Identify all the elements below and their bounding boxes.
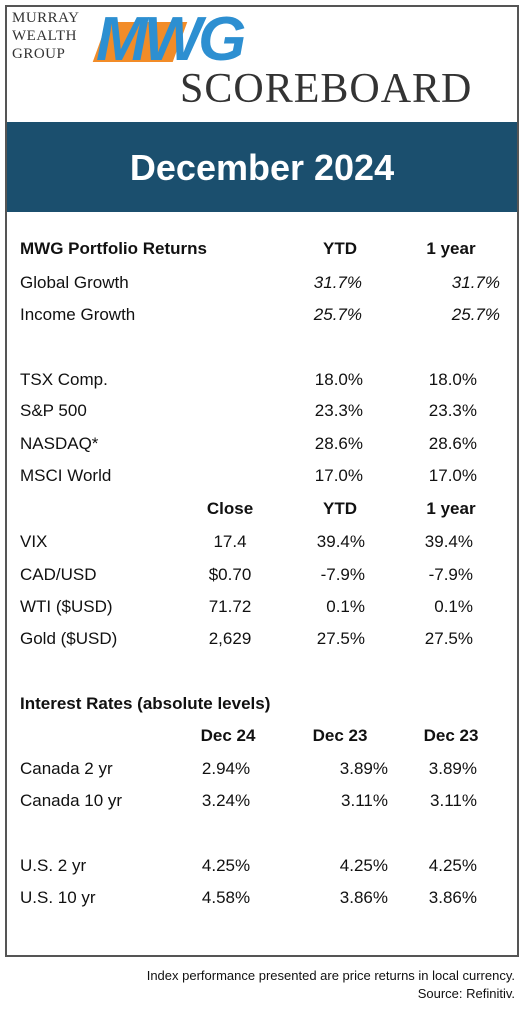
row-label: Canada 2 yr [20,759,113,778]
cell: 4.25% [201,856,251,875]
row-label: Canada 10 yr [20,791,123,810]
row-label: MSCI World [20,466,112,485]
row-label: WTI ($USD) [20,597,113,616]
title: SCOREBOARD [180,66,473,112]
cell: 25.7% [313,305,362,324]
cell: 31.7% [313,273,362,292]
cell: 0.1% [326,597,365,616]
row-label: U.S. 10 yr [20,888,96,907]
cell: 17.0% [428,466,477,485]
row-label: Global Growth [20,273,129,292]
section-heading: MWG Portfolio Returns [20,239,207,258]
banner: December 2024 [7,122,517,212]
cell: 27.5% [424,629,473,648]
row-label: S&P 500 [20,401,87,420]
banner-text: December 2024 [129,147,395,188]
column-header: Dec 23 [423,726,479,745]
company-name: GROUP [12,46,66,62]
row-label: NASDAQ* [20,434,99,453]
logo: MWG [96,5,246,74]
cell: 17.0% [314,466,363,485]
cell: 31.7% [451,273,500,292]
cell: 4.25% [428,856,477,875]
cell: 3.11% [430,791,477,810]
column-header: 1 year [426,499,476,518]
column-header: YTD [323,499,357,518]
cell: -7.9% [320,565,365,584]
cell: 2.94% [201,759,251,778]
cell: 3.89% [428,759,477,778]
cell: -7.9% [428,565,473,584]
section-heading: Interest Rates (absolute levels) [20,694,271,713]
row-label: U.S. 2 yr [20,856,87,875]
cell: 27.5% [316,629,365,648]
column-header: Close [206,499,254,518]
cell: 3.86% [428,888,477,907]
cell: 3.11% [341,791,388,810]
cell: $0.70 [208,565,252,584]
column-header: Dec 24 [200,726,256,745]
cell: 28.6% [314,434,363,453]
row-label: TSX Comp. [20,370,108,389]
cell: 2,629 [208,629,252,648]
cell: 23.3% [428,401,477,420]
row-label: VIX [20,532,48,551]
row-label: Gold ($USD) [20,629,118,648]
row-label: CAD/USD [20,565,97,584]
cell: 4.58% [201,888,251,907]
column-header: YTD [323,239,357,258]
company-name: WEALTH [12,28,77,44]
column-header: Dec 23 [312,726,368,745]
cell: 23.3% [314,401,363,420]
cell: 28.6% [428,434,477,453]
cell: 0.1% [434,597,473,616]
cell: 17.4 [213,532,247,551]
cell: 18.0% [428,370,477,389]
cell: 3.86% [339,888,388,907]
cell: 3.89% [339,759,388,778]
cell: 25.7% [451,305,500,324]
cell: 39.4% [316,532,365,551]
cell: 4.25% [339,856,388,875]
row-label: Income Growth [20,305,136,324]
cell: 71.72 [208,597,252,616]
footer-note: Index performance presented are price re… [146,968,515,983]
cell: 18.0% [314,370,363,389]
cell: 39.4% [424,532,473,551]
scoreboard-frame [5,5,519,957]
footer-note: Source: Refinitiv. [417,986,515,1001]
cell: 3.24% [201,791,251,810]
company-name: MURRAY [12,10,80,26]
column-header: 1 year [426,239,476,258]
